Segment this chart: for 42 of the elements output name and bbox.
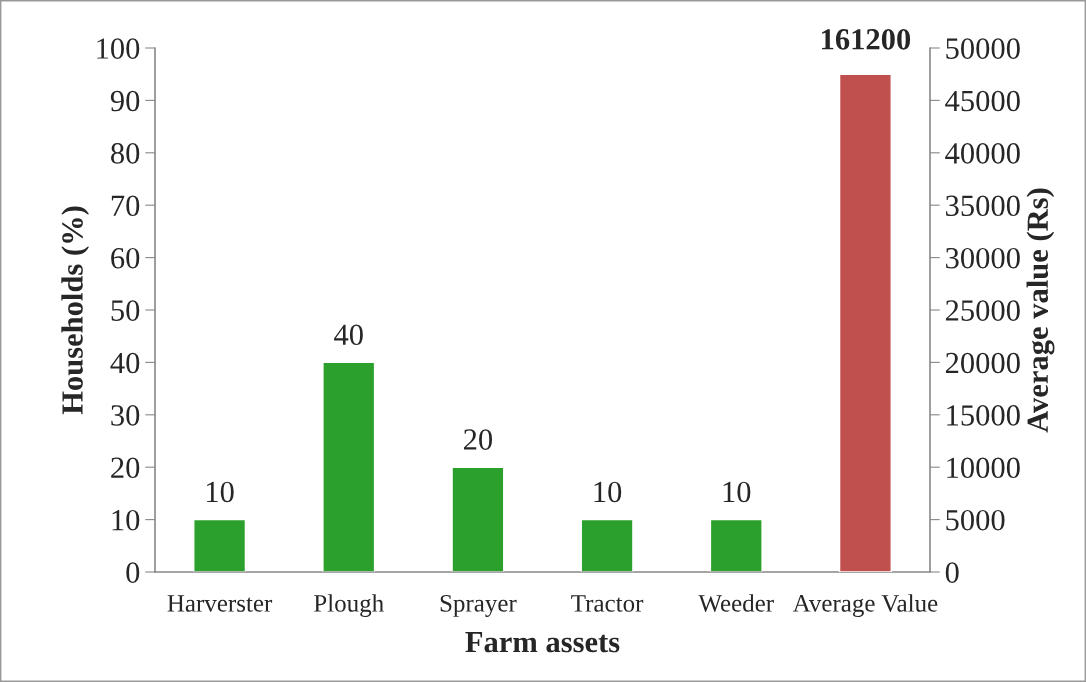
y2-tick-label: 20000 [945,352,1020,374]
y-tick-label: 90 [110,90,140,112]
y2-tick-label: 35000 [946,195,1020,217]
y-tick-label: 10 [112,509,140,531]
bar [193,518,247,572]
y2-tick-label: 15000 [947,405,1020,426]
y-tick-label: 50 [111,300,140,321]
bar [322,361,376,572]
y2-tick-label: 30000 [946,247,1020,269]
y-tick-label: 80 [111,143,140,164]
data-label: 10 [206,481,234,503]
y-tick-label: 60 [111,247,140,269]
y-tick-label: 30 [111,405,140,426]
y2-tick-label: 40000 [945,143,1020,164]
x-tick-label: Average Value [792,594,938,617]
x-tick-label: Sprayer [440,594,517,617]
x-tick-label: Weeder [698,594,774,612]
y-tick-label: 70 [111,195,140,217]
bar [709,518,763,572]
x-tick-label: Tractor [571,595,644,612]
x-tick-label: Harverster [167,595,273,612]
y2-tick-label: 5000 [946,509,1005,531]
y2-tick-label: 0 [945,562,959,583]
y2-axis-title: Average value (Rs) [1026,188,1055,433]
y-tick-label: 100 [97,38,140,59]
data-label: 20 [463,429,493,450]
data-label: 10 [594,481,622,503]
bar [580,518,634,572]
y2-tick-label: 10000 [947,457,1020,479]
bar [451,466,505,572]
x-tick-label: Plough [314,594,384,617]
y2-tick-label: 50000 [946,38,1020,59]
y-tick-label: 40 [110,352,140,374]
y-tick-label: 0 [126,562,140,583]
x-axis-title: Farm assets [465,632,620,653]
y2-tick-label: 25000 [945,300,1020,321]
annotation: 161200 [822,29,911,50]
data-label: 10 [723,481,751,503]
data-label: 40 [334,324,363,346]
y2-tick-label: 45000 [945,90,1020,112]
y-axis-title: Households (%) [61,206,90,415]
y-tick-label: 20 [111,457,140,479]
